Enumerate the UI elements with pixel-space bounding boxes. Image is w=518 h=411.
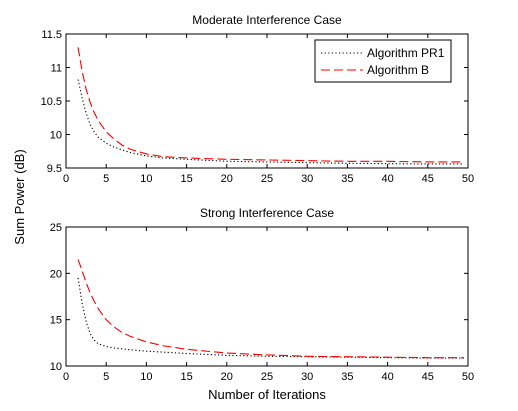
shared-y-axis-label: Sum Power (dB) [12,149,27,244]
y-tick-label: 15 [50,315,62,327]
x-tick-label: 30 [301,173,313,185]
y-tick-label: 10 [50,361,62,373]
y-tick-label: 20 [50,268,62,280]
x-tick-label: 25 [261,173,273,185]
y-tick-label: 11.5 [41,29,62,41]
x-tick-label: 5 [103,371,109,383]
y-tick-label: 9.5 [47,163,62,175]
x-tick-label: 35 [341,173,353,185]
x-tick-label: 15 [180,371,192,383]
x-tick-label: 5 [103,173,109,185]
y-tick-label: 25 [50,222,62,234]
x-tick-label: 25 [261,371,273,383]
y-tick-label: 10 [50,130,62,142]
series-line-algorithm-pr1 [77,79,464,165]
chart-title: Strong Interference Case [200,206,334,220]
x-tick-label: 15 [180,173,192,185]
y-tick-label: 10.5 [41,96,62,108]
x-tick-label: 40 [381,371,393,383]
legend-label: Algorithm PR1 [367,46,445,60]
legend-box [314,39,452,83]
shared-x-axis-label: Number of Iterations [208,387,326,402]
chart-panel-1: Moderate Interference Case 0 5 10 15 20 25 30 35… [41,13,475,185]
legend-label: Algorithm B [367,63,429,77]
series-line-algorithm-b [77,259,464,359]
x-tick-label: 45 [422,173,434,185]
x-tick-label: 10 [140,173,152,185]
legend: Algorithm PR1 Algorithm B [314,39,452,83]
x-tick-label: 20 [221,371,233,383]
x-tick-label: 30 [301,371,313,383]
x-tick-label: 50 [462,173,474,185]
x-tick-label: 40 [381,173,393,185]
y-tick-label: 11 [51,63,62,75]
plot-area-frame [65,226,469,367]
x-tick-label: 0 [63,173,69,185]
x-tick-label: 0 [63,371,69,383]
x-tick-label: 10 [140,371,152,383]
series-line-algorithm-pr1 [77,277,464,359]
x-tick-label: 50 [462,371,474,383]
series-line-algorithm-b [77,47,464,163]
x-tick-label: 20 [221,173,233,185]
x-tick-label: 45 [422,371,434,383]
chart-title: Moderate Interference Case [192,13,342,27]
chart-panel-2: Strong Interference Case 0 5 10 15 20 25 30 35 40… [50,206,474,383]
x-tick-label: 35 [341,371,353,383]
